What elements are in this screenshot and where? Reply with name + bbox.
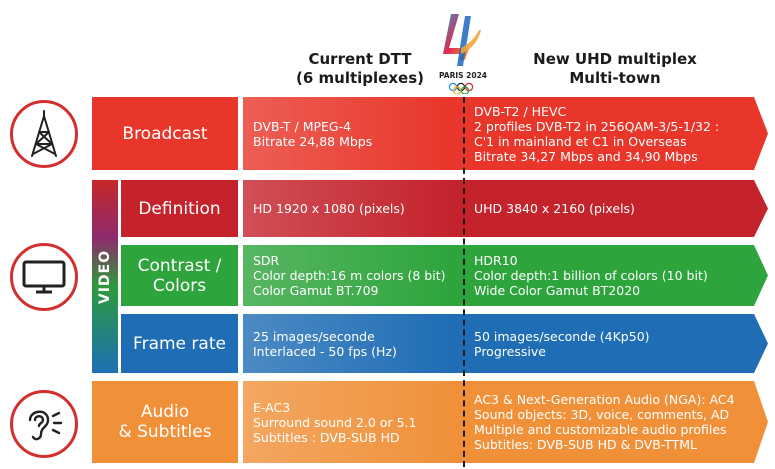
new-line: Bitrate 34,27 Mbps and 34,90 Mbps [474,148,698,164]
column-divider [463,97,465,467]
row-label-text: Contrast / [137,255,222,276]
current-line: 25 images/seconde [253,328,375,344]
row-label-text: & Subtitles [118,422,212,442]
new-line: HDR10 [474,253,518,268]
new-line: Subtitles: DVB-SUB HD & DVB-TTML [474,437,698,452]
video-side-bar [92,180,118,373]
new-line: Wide Color Gamut BT2020 [474,283,641,298]
current-line: Surround sound 2.0 or 5.1 [253,414,417,430]
new-line: DVB-T2 / HEVC [474,103,567,119]
row-label-audio: Audio & Subtitles [92,381,238,463]
row-label-framerate: Frame rate [121,314,238,373]
current-cell-broadcast: DVB-T / MPEG-4 Bitrate 24,88 Mbps [243,97,463,170]
new-uhd-header: New UHD multiplex Multi-town [520,50,710,88]
new-line: Progressive [474,343,546,359]
new-line: C'1 in mainland et C1 in Overseas [474,133,687,149]
video-side-label: VIDEO [97,249,114,304]
row-label-text: Audio [140,402,190,422]
new-line: 2 profiles DVB-T2 in 256QAM-3/5-1/32 : [474,118,720,134]
current-line: Subtitles : DVB-SUB HD [253,429,400,445]
new-line: Multiple and customizable audio profiles [474,422,727,437]
current-line: DVB-T / MPEG-4 [253,118,352,134]
paris-2024-emblem-icon: PARIS 2024 [439,14,487,95]
row-arrow-contrast [243,245,768,306]
current-line: HD 1920 x 1080 (pixels) [253,201,405,216]
new-line: AC3 & Next-Generation Audio (NGA): AC4 [474,392,735,407]
current-dtt-header-line1: Current DTT [308,50,412,68]
row-arrow-definition [243,180,768,237]
current-cell-framerate: 25 images/seconde Interlaced - 50 fps (Hz… [243,314,463,373]
current-dtt-header-line2: (6 multiplexes) [296,69,424,87]
new-line: Color depth:1 billion of colors (10 bit) [474,268,708,283]
new-uhd-header-line2: Multi-town [569,69,661,87]
current-line: Color depth:16 m colors (8 bit) [253,268,446,283]
row-arrow-audio [243,381,768,463]
row-arrow-framerate [243,314,768,373]
new-cell-contrast: HDR10 Color depth:1 billion of colors (10… [466,245,752,306]
current-dtt-header: Current DTT (6 multiplexes) [285,50,435,88]
paris-2024-logo: PARIS 2024 [435,8,491,95]
row-label-text: Definition [138,198,221,219]
row-label-definition: Definition [121,180,238,237]
current-line: Bitrate 24,88 Mbps [253,133,373,149]
logo-text: PARIS 2024 [439,71,487,80]
video-circle [10,243,78,311]
row-label-text: Colors [152,275,207,296]
current-cell-definition: HD 1920 x 1080 (pixels) [243,180,463,237]
current-line: Color Gamut BT.709 [253,283,379,298]
current-line: SDR [253,253,280,268]
new-line: UHD 3840 x 2160 (pixels) [474,201,635,216]
row-label-text: Frame rate [133,333,226,354]
broadcast-circle [10,100,78,168]
audio-circle [10,390,78,458]
row-label-text: Broadcast [122,123,208,144]
new-cell-definition: UHD 3840 x 2160 (pixels) [466,180,752,237]
new-uhd-header-line1: New UHD multiplex [533,50,697,68]
row-label-broadcast: Broadcast [92,97,238,170]
current-cell-contrast: SDR Color depth:16 m colors (8 bit) Color … [243,245,463,306]
new-cell-audio: AC3 & Next-Generation Audio (NGA): AC4 So… [466,381,752,463]
new-cell-framerate: 50 images/seconde (4Kp50) Progressive [466,314,752,373]
current-line: Interlaced - 50 fps (Hz) [253,343,397,359]
television-monitor-icon [22,260,66,294]
row-label-contrast: Contrast / Colors [121,245,238,306]
current-cell-audio: E-AC3 Surround sound 2.0 or 5.1 Subtitles … [243,381,463,463]
new-line: Sound objects: 3D, voice, comments, AD [474,407,730,422]
current-line: E-AC3 [253,399,291,415]
row-arrow-broadcast [243,97,768,170]
ear-sound-icon [28,410,63,441]
new-cell-broadcast: DVB-T2 / HEVC 2 profiles DVB-T2 in 256QAM… [466,97,752,170]
broadcast-tower-icon [31,110,57,157]
video-side-label-wrap: VIDEO [92,180,118,373]
new-line: 50 images/seconde (4Kp50) [474,328,650,344]
